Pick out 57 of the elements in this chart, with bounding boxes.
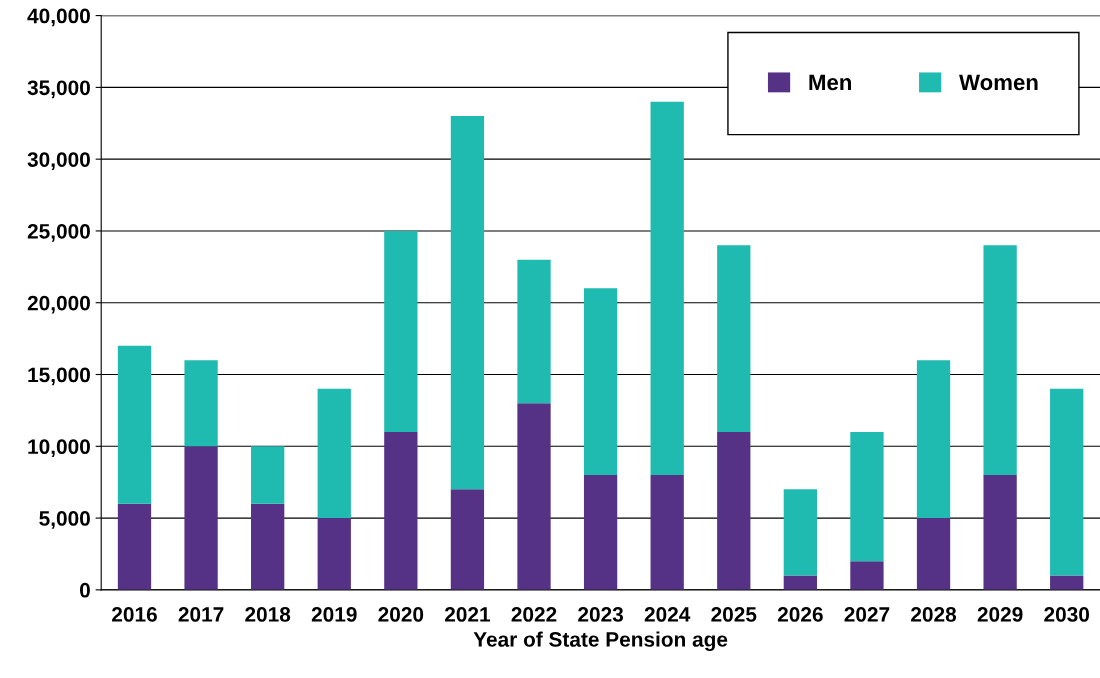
x-tick-label: 2028 — [911, 607, 957, 622]
bar — [650, 475, 684, 590]
legend-label: Men — [809, 74, 852, 91]
x-tick-label: 2029 — [977, 607, 1023, 622]
bar — [117, 503, 152, 590]
bar — [916, 518, 951, 590]
bar — [850, 431, 884, 562]
bar — [184, 446, 218, 590]
y-tick-label: 20,000 — [27, 295, 90, 314]
bar — [983, 475, 1017, 590]
bar — [783, 575, 818, 590]
bar — [450, 116, 485, 490]
y-tick-label: 15,000 — [28, 367, 90, 386]
y-tick-label: 30,000 — [27, 152, 90, 170]
y-tick-label: 0 — [80, 582, 90, 598]
x-tick-label: 2019 — [311, 607, 357, 622]
bar — [117, 345, 152, 504]
bar — [916, 360, 951, 519]
bar — [384, 230, 418, 432]
x-tick-label: 2027 — [844, 607, 890, 622]
x-tick-label: 2030 — [1044, 607, 1090, 622]
x-tick-label: 2020 — [378, 607, 424, 622]
bar — [251, 446, 285, 504]
bar — [717, 245, 751, 432]
y-tick-label: 10,000 — [28, 439, 90, 458]
x-tick-label: 2024 — [644, 607, 691, 622]
bar — [850, 561, 884, 590]
bar — [583, 475, 618, 590]
bar — [650, 101, 684, 476]
bar — [317, 518, 351, 590]
x-tick-label: 2017 — [178, 607, 224, 622]
bar — [517, 259, 551, 404]
legend-label: Women — [959, 74, 1038, 91]
bar — [717, 431, 751, 590]
x-tick-label: 2022 — [511, 607, 557, 622]
bar — [184, 360, 218, 447]
bar — [983, 245, 1017, 476]
x-tick-label: 2025 — [711, 607, 757, 622]
x-tick-label: 2018 — [245, 607, 291, 622]
bar — [517, 403, 551, 590]
y-tick-label: 40,000 — [27, 8, 90, 27]
bar — [450, 489, 485, 590]
bar — [583, 288, 618, 476]
bar — [1050, 575, 1084, 590]
bar — [317, 388, 351, 519]
x-tick-label: 2021 — [444, 607, 491, 622]
x-axis-title: Year of State Pension age — [473, 631, 728, 652]
bar — [1050, 388, 1084, 576]
y-tick-label: 35,000 — [27, 80, 90, 99]
bar — [251, 503, 285, 590]
x-tick-label: 2016 — [112, 607, 157, 622]
x-tick-label: 2023 — [578, 607, 624, 622]
bar — [384, 431, 418, 590]
y-tick-label: 5,000 — [39, 511, 90, 529]
y-tick-label: 25,000 — [27, 223, 90, 242]
bar — [783, 489, 818, 576]
x-tick-label: 2026 — [777, 607, 823, 622]
